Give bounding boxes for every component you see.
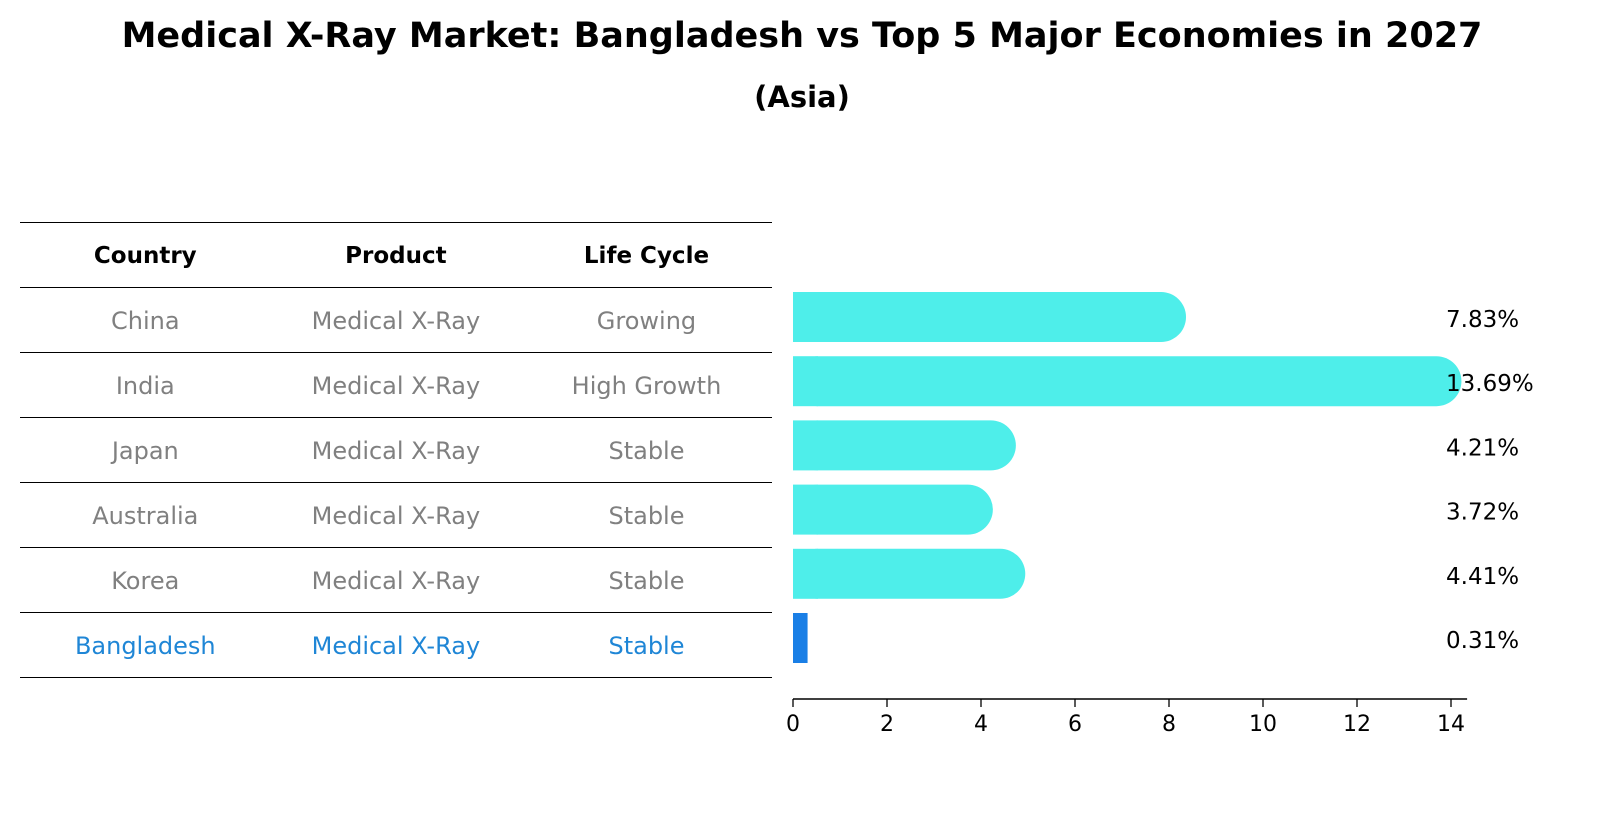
cell-product: Medical X-Ray: [311, 436, 481, 465]
cell-life-cycle: Stable: [608, 501, 685, 530]
cell-country: India: [115, 371, 175, 400]
table-rule: [20, 482, 772, 483]
cell-country: Australia: [92, 501, 199, 530]
bar-india-base: [793, 356, 818, 407]
value-label-australia: 3.72%: [1446, 500, 1519, 526]
bar-bangladesh: [793, 613, 808, 663]
table-rule: [20, 677, 772, 678]
bar-australia: [793, 484, 993, 535]
header-product: Product: [345, 242, 447, 269]
cell-country: China: [111, 306, 180, 335]
cell-product: Medical X-Ray: [311, 501, 481, 530]
x-tick-label: 2: [880, 712, 894, 737]
table-rule: [20, 352, 772, 353]
table-rule: [20, 612, 772, 613]
bar-chart: 7.83% 13.69% 4.21% 3.72% 4.41% 0.31% 0 2 4 6 8 10 12…: [786, 292, 1534, 737]
bar-india: [793, 356, 1462, 407]
chart-title: Medical X-Ray Market: Bangladesh vs Top …: [121, 16, 1483, 56]
cell-life-cycle: Stable: [608, 566, 685, 595]
x-tick-label: 10: [1249, 712, 1277, 737]
header-country: Country: [93, 242, 197, 269]
x-tick-label: 8: [1162, 712, 1176, 737]
table-rule: [20, 417, 772, 418]
value-label-china: 7.83%: [1446, 307, 1519, 333]
table-header-row: Country Product Life Cycle: [20, 222, 772, 289]
table-row-highlight: Bangladesh Medical X-Ray Stable: [20, 612, 772, 679]
cell-product: Medical X-Ray: [311, 306, 481, 335]
bar-japan: [793, 420, 1016, 471]
x-tick-label: 14: [1437, 712, 1465, 737]
bar-korea-base: [793, 548, 818, 599]
x-tick-label: 6: [1068, 712, 1082, 737]
cell-country: Bangladesh: [74, 631, 216, 660]
table-rule: [20, 547, 772, 548]
value-label-japan: 4.21%: [1446, 435, 1519, 461]
value-label-india: 13.69%: [1446, 371, 1534, 397]
cell-life-cycle: High Growth: [571, 371, 722, 400]
bar-japan-base: [793, 420, 818, 471]
value-label-korea: 4.41%: [1446, 564, 1519, 590]
x-tick-label: 12: [1343, 712, 1371, 737]
cell-country: Korea: [111, 566, 180, 595]
x-tick-label: 0: [786, 712, 800, 737]
bar-korea: [793, 548, 1026, 599]
table-row: China Medical X-Ray Growing: [20, 287, 772, 354]
bar-china: [793, 292, 1187, 342]
bar-australia-base: [793, 484, 818, 535]
table-row: Australia Medical X-Ray Stable: [20, 482, 772, 549]
table-rule: [20, 287, 772, 288]
table-row: Japan Medical X-Ray Stable: [20, 417, 772, 484]
cell-country: Japan: [111, 436, 179, 465]
value-label-bangladesh: 0.31%: [1446, 628, 1519, 654]
header-life-cycle: Life Cycle: [583, 242, 710, 269]
cell-product: Medical X-Ray: [311, 631, 481, 660]
cell-product: Medical X-Ray: [311, 371, 481, 400]
bar-china-base: [793, 292, 818, 342]
chart-subtitle: (Asia): [754, 80, 850, 114]
cell-life-cycle: Stable: [608, 436, 685, 465]
cell-life-cycle: Stable: [608, 631, 685, 660]
table-row: Korea Medical X-Ray Stable: [20, 547, 772, 614]
table-rule: [20, 222, 772, 223]
cell-product: Medical X-Ray: [311, 566, 481, 595]
table-row: India Medical X-Ray High Growth: [20, 352, 772, 419]
x-tick-label: 4: [974, 712, 988, 737]
cell-life-cycle: Growing: [596, 306, 697, 335]
